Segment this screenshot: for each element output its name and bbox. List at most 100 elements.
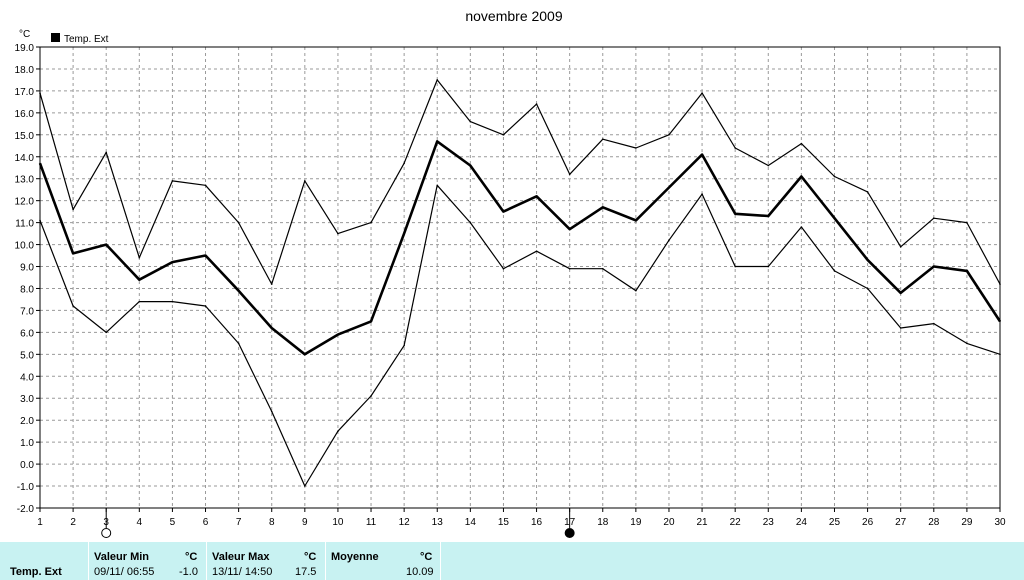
x-tick-label: 22 — [730, 517, 742, 528]
avg-value: 10.09 — [406, 566, 434, 578]
series-2-point — [800, 175, 803, 178]
footer-row-label: Temp. Ext — [10, 566, 62, 578]
series-1-point — [270, 283, 273, 285]
series-2-point — [171, 261, 174, 263]
x-tick-label: 28 — [928, 517, 940, 528]
series-2-point — [866, 259, 869, 261]
series-3-point — [833, 270, 836, 272]
x-tick-label: 11 — [366, 517, 377, 528]
series-2-point — [635, 219, 637, 222]
series-1-point — [601, 138, 604, 140]
series-1-point — [800, 142, 803, 145]
series-3-point — [701, 193, 703, 195]
series-3-point — [767, 265, 770, 268]
series-2-point — [568, 228, 571, 231]
x-tick-label: 27 — [895, 517, 907, 528]
series-2-point — [535, 195, 538, 198]
series-1-point — [734, 147, 736, 149]
series-1-point — [370, 221, 372, 224]
series-2-point — [701, 153, 703, 156]
series-2-point — [966, 270, 968, 272]
series-2-point — [668, 186, 670, 189]
series-2-point — [270, 327, 273, 329]
series-1-point — [138, 256, 141, 259]
series-2-point — [734, 213, 736, 215]
series-2-point — [601, 206, 604, 209]
series-3-point — [932, 322, 935, 325]
series-group — [38, 79, 1002, 487]
series-line-1 — [39, 79, 1001, 285]
max-header: Valeur Max — [212, 551, 270, 563]
series-1-point — [635, 147, 637, 149]
y-tick-label: -2.0 — [17, 504, 35, 515]
series-3-point — [204, 305, 207, 307]
series-2-point — [204, 254, 207, 257]
series-1-point — [39, 92, 41, 94]
series-3-point — [866, 287, 869, 290]
x-tick-label: 30 — [994, 517, 1006, 528]
y-tick-label: -1.0 — [17, 482, 35, 493]
x-tick-label: 4 — [137, 517, 143, 528]
x-tick-label: 25 — [829, 517, 841, 528]
series-2-point — [39, 162, 41, 165]
series-1-point — [668, 134, 670, 136]
series-3-point — [635, 289, 637, 292]
series-3-point — [171, 300, 174, 303]
y-tick-label: 0.0 — [20, 460, 34, 471]
series-1-point — [469, 120, 472, 123]
series-3-point — [270, 410, 273, 413]
x-tick-label: 24 — [796, 517, 808, 528]
min-datetime: 09/11/ 06:55 — [94, 566, 155, 578]
x-tick-label: 6 — [203, 517, 209, 528]
y-tick-label: 17.0 — [15, 87, 35, 98]
series-1-point — [866, 191, 869, 193]
x-tick-label: 10 — [332, 517, 344, 528]
series-3-point — [966, 342, 968, 345]
series-2-point — [469, 164, 472, 167]
series-2-point — [932, 265, 935, 268]
series-3-point — [403, 344, 405, 347]
series-1-point — [436, 79, 439, 81]
series-3-point — [734, 265, 736, 268]
y-tick-label: 15.0 — [15, 131, 35, 142]
x-tick-label: 13 — [432, 517, 444, 528]
x-tick-label: 16 — [531, 517, 543, 528]
max-value: 17.5 — [295, 566, 317, 578]
series-1-point — [171, 180, 174, 182]
x-tick-label: 12 — [399, 517, 411, 528]
series-2-point — [767, 215, 770, 217]
x-tick-label: 1 — [37, 517, 43, 528]
series-3-point — [568, 267, 571, 270]
moon-markers — [101, 508, 575, 538]
plot-frame — [39, 46, 1001, 509]
series-3-point — [436, 184, 439, 187]
x-tick-label: 15 — [498, 517, 510, 528]
full-moon-icon — [564, 528, 575, 538]
series-2-point — [436, 140, 439, 143]
min-unit: °C — [185, 551, 198, 563]
footer-separator — [88, 542, 89, 580]
series-2-point — [105, 243, 108, 246]
series-1-point — [966, 221, 968, 224]
legend-label: Temp. Ext — [64, 34, 109, 45]
x-tick-label: 26 — [862, 517, 874, 528]
x-tick-label: 8 — [269, 517, 275, 528]
x-tick-label: 14 — [465, 517, 477, 528]
series-2-point — [370, 320, 372, 323]
min-value: -1.0 — [179, 566, 198, 578]
y-tick-label: 14.0 — [15, 153, 35, 164]
series-3-point — [237, 342, 240, 345]
series-1-point — [502, 134, 505, 136]
y-tick-label: 11.0 — [15, 219, 34, 230]
series-3-point — [999, 353, 1001, 356]
series-1-point — [403, 162, 405, 165]
y-tick-label: 1.0 — [20, 438, 34, 449]
y-tick-label: 7.0 — [20, 306, 34, 317]
series-2-point — [138, 278, 141, 281]
series-1-point — [237, 221, 240, 224]
y-tick-label: 10.0 — [15, 241, 35, 252]
avg-unit: °C — [420, 551, 433, 563]
footer-separator — [206, 542, 207, 580]
series-1-point — [337, 232, 339, 235]
x-tick-label: 20 — [663, 517, 675, 528]
